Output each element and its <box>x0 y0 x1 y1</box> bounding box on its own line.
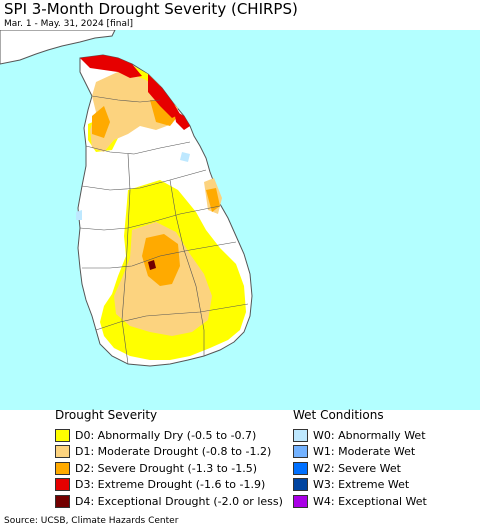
d3-region-east-coast <box>174 110 190 130</box>
legend-item-d3: D3: Extreme Drought (-1.6 to -1.9) <box>55 477 283 493</box>
legend-label: D3: Extreme Drought (-1.6 to -1.9) <box>75 478 266 492</box>
w4-swatch <box>293 494 308 508</box>
drought-legend: D0: Abnormally Dry (-0.5 to -0.7) D1: Mo… <box>55 427 283 510</box>
w3-swatch <box>293 478 308 492</box>
w0-swatch <box>293 428 308 442</box>
legend-item-w0: W0: Abnormally Wet <box>293 427 427 443</box>
wet-legend-heading: Wet Conditions <box>293 408 384 422</box>
d0-swatch <box>55 428 70 442</box>
w0-region <box>180 152 190 162</box>
source-credit: Source: UCSB, Climate Hazards Center <box>4 516 179 526</box>
legend-item-w1: W1: Moderate Wet <box>293 444 427 460</box>
drought-map <box>0 30 480 410</box>
legend-label: W4: Exceptional Wet <box>313 494 427 508</box>
india-coast <box>0 30 116 65</box>
legend-item-d1: D1: Moderate Drought (-0.8 to -1.2) <box>55 444 283 460</box>
district-boundaries <box>79 95 249 365</box>
d1-swatch <box>55 445 70 459</box>
legend-item-d4: D4: Exceptional Drought (-2.0 or less) <box>55 493 283 509</box>
legend-label: D4: Exceptional Drought (-2.0 or less) <box>75 494 283 508</box>
legend-item-d0: D0: Abnormally Dry (-0.5 to -0.7) <box>55 427 283 443</box>
d2-region-north <box>92 106 110 138</box>
drought-legend-heading: Drought Severity <box>55 408 158 422</box>
legend-label: W1: Moderate Wet <box>313 445 416 459</box>
legend-item-w2: W2: Severe Wet <box>293 460 427 476</box>
d3-region-northeast <box>148 74 180 118</box>
ocean <box>0 30 480 410</box>
legend-label: W3: Extreme Wet <box>313 478 410 492</box>
legend-item-d2: D2: Severe Drought (-1.3 to -1.5) <box>55 460 283 476</box>
w2-swatch <box>293 461 308 475</box>
map-title: SPI 3-Month Drought Severity (CHIRPS) <box>4 0 298 18</box>
w0-region-west <box>76 210 82 220</box>
legend-label: D1: Moderate Drought (-0.8 to -1.2) <box>75 445 272 459</box>
d2-region-east <box>206 188 220 212</box>
legend-label: W0: Abnormally Wet <box>313 428 426 442</box>
legend-item-w3: W3: Extreme Wet <box>293 477 427 493</box>
legend-label: D2: Severe Drought (-1.3 to -1.5) <box>75 461 258 475</box>
legend-label: D0: Abnormally Dry (-0.5 to -0.7) <box>75 428 257 442</box>
d3-swatch <box>55 478 70 492</box>
d3-region-jaffna <box>80 55 142 78</box>
d2-region-central <box>142 234 180 286</box>
w1-swatch <box>293 445 308 459</box>
d2-swatch <box>55 461 70 475</box>
legend-item-w4: W4: Exceptional Wet <box>293 493 427 509</box>
wet-legend: W0: Abnormally Wet W1: Moderate Wet W2: … <box>293 427 427 510</box>
legend-label: W2: Severe Wet <box>313 461 401 475</box>
d4-region <box>148 260 156 270</box>
drought-regions <box>76 55 246 360</box>
date-range: Mar. 1 - May. 31, 2024 [final] <box>4 19 133 29</box>
d4-swatch <box>55 494 70 508</box>
